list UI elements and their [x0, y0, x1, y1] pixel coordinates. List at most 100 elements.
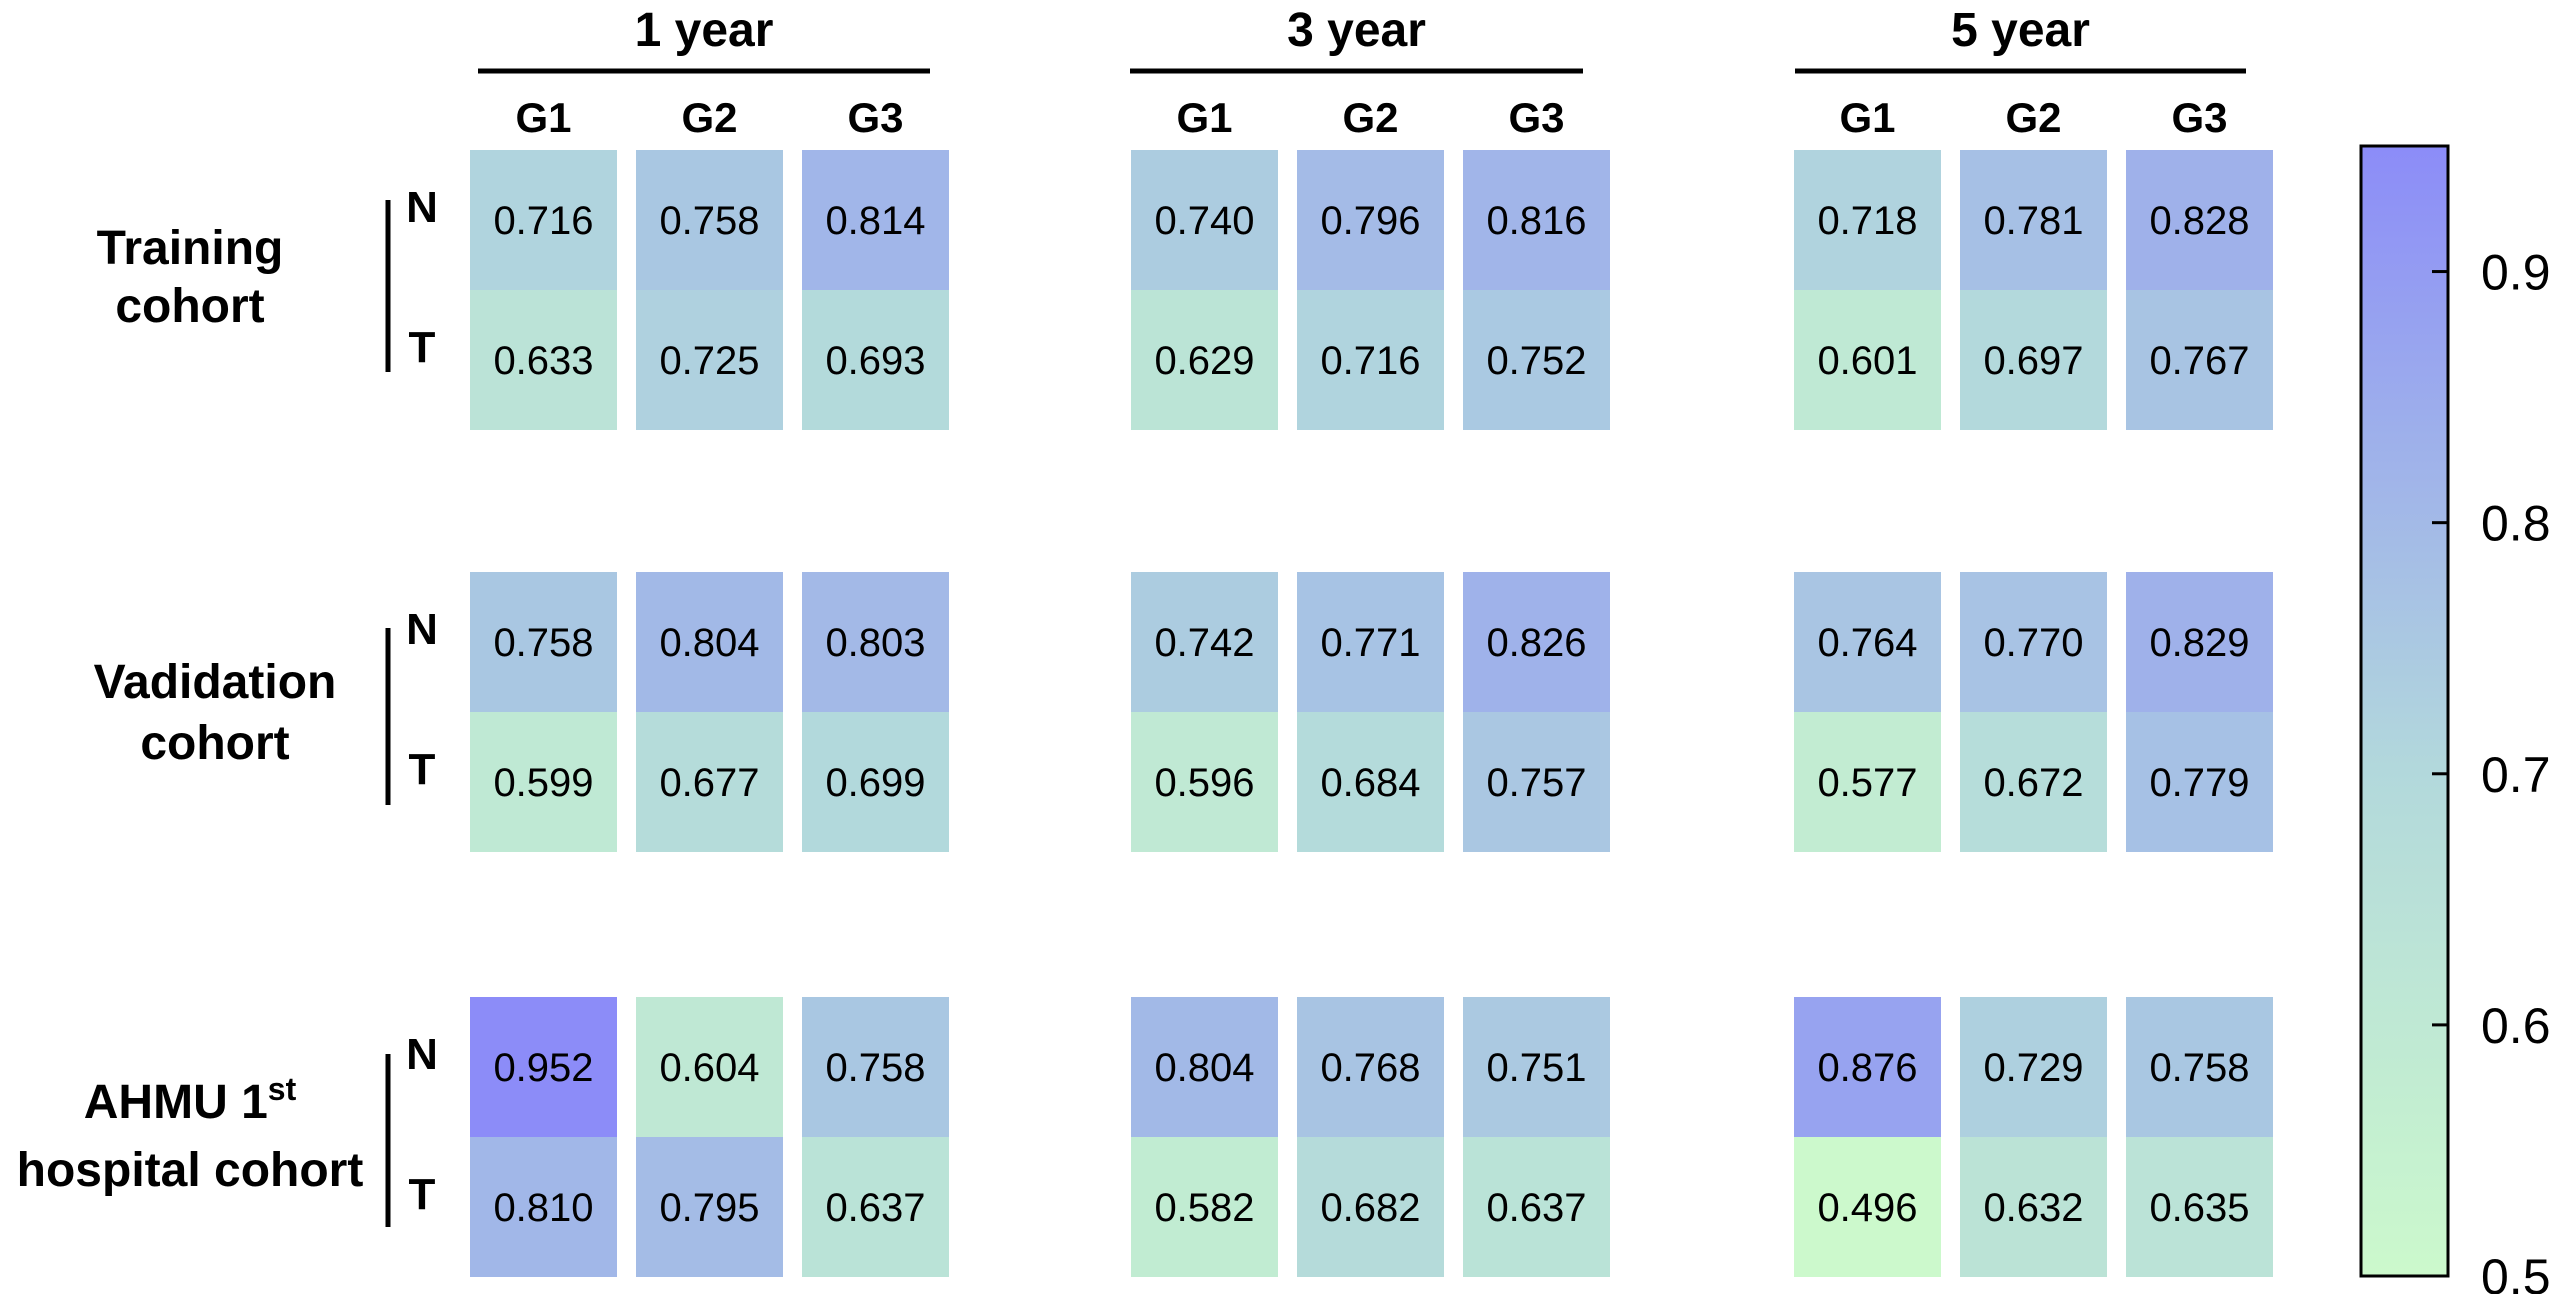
group-label: G2: [1342, 94, 1398, 141]
heatmap-cell: [1960, 712, 2107, 852]
heatmap-cell: [1794, 572, 1941, 712]
heatmap-cell: [470, 572, 617, 712]
heatmap-cell: [636, 997, 783, 1137]
cohort-label: cohort: [115, 280, 264, 333]
group-label: G3: [1508, 94, 1564, 141]
heatmap-cell: [636, 1137, 783, 1277]
cell-value: 0.632: [1983, 1186, 2083, 1230]
cell-value: 0.826: [1486, 621, 1586, 665]
cell-value: 0.682: [1320, 1186, 1420, 1230]
cohort-label: hospital cohort: [17, 1144, 364, 1197]
cell-value: 0.699: [825, 761, 925, 805]
heatmap-cell: [802, 150, 949, 290]
heatmap-cell: [1463, 712, 1610, 852]
heatmap-cell: [470, 1137, 617, 1277]
cell-value: 0.716: [1320, 339, 1420, 383]
cell-value: 0.637: [1486, 1186, 1586, 1230]
cell-value: 0.804: [659, 621, 759, 665]
row-label: N: [406, 1030, 438, 1079]
cell-value: 0.829: [2149, 621, 2249, 665]
cell-value: 0.672: [1983, 761, 2083, 805]
heatmap-cell: [1297, 572, 1444, 712]
heatmap-cell: [1131, 290, 1278, 430]
heatmap-cell: [1131, 712, 1278, 852]
row-label: T: [409, 323, 436, 372]
heatmap-cell: [2126, 712, 2273, 852]
heatmap-cell: [1463, 572, 1610, 712]
cell-value: 0.767: [2149, 339, 2249, 383]
heatmap-cell: [802, 1137, 949, 1277]
heatmap-cell: [1463, 1137, 1610, 1277]
cell-value: 0.582: [1154, 1186, 1254, 1230]
cell-value: 0.742: [1154, 621, 1254, 665]
cell-value: 0.496: [1817, 1186, 1917, 1230]
cell-value: 0.770: [1983, 621, 2083, 665]
cell-value: 0.577: [1817, 761, 1917, 805]
cell-value: 0.684: [1320, 761, 1420, 805]
heatmap-cell: [2126, 290, 2273, 430]
cell-value: 0.828: [2149, 199, 2249, 243]
heatmap-cell: [1131, 997, 1278, 1137]
heatmap-cell: [1297, 1137, 1444, 1277]
cohort-label-superscript: st: [268, 1071, 297, 1107]
cell-value: 0.599: [493, 761, 593, 805]
cell-value: 0.814: [825, 199, 925, 243]
row-label: N: [406, 605, 438, 654]
cell-value: 0.757: [1486, 761, 1586, 805]
heatmap-cell: [1463, 150, 1610, 290]
heatmap-cell: [2126, 1137, 2273, 1277]
cell-value: 0.810: [493, 1186, 593, 1230]
heatmap-cell: [636, 572, 783, 712]
colorbar-tick-label: 0.5: [2481, 1249, 2551, 1294]
cell-value: 0.952: [493, 1046, 593, 1090]
heatmap-cell: [470, 712, 617, 852]
cell-value: 0.764: [1817, 621, 1917, 665]
heatmap-cell: [1297, 150, 1444, 290]
group-label: G2: [681, 94, 737, 141]
period-title: 1 year: [635, 4, 774, 57]
colorbar: [2359, 144, 2450, 1278]
cohort-label: Training: [97, 222, 284, 275]
heatmap-cell: [802, 290, 949, 430]
cell-value: 0.718: [1817, 199, 1917, 243]
heatmap-cell: [1960, 997, 2107, 1137]
colorbar-tick-label: 0.6: [2481, 998, 2551, 1054]
colorbar-tick-label: 0.8: [2481, 496, 2551, 552]
cell-value: 0.758: [2149, 1046, 2249, 1090]
cell-value: 0.697: [1983, 339, 2083, 383]
group-label: G2: [2005, 94, 2061, 141]
heatmap-cell: [636, 150, 783, 290]
cell-value: 0.816: [1486, 199, 1586, 243]
heatmap-cell: [802, 572, 949, 712]
heatmap-cell: [1794, 997, 1941, 1137]
group-label: G3: [847, 94, 903, 141]
cell-value: 0.803: [825, 621, 925, 665]
heatmap-cell: [1794, 150, 1941, 290]
cell-value: 0.771: [1320, 621, 1420, 665]
row-label: T: [409, 745, 436, 794]
heatmap-cell: [1463, 290, 1610, 430]
heatmap-cell: [470, 290, 617, 430]
cell-value: 0.768: [1320, 1046, 1420, 1090]
heatmap-cell: [636, 712, 783, 852]
group-label: G1: [1839, 94, 1895, 141]
heatmap-cell: [1297, 290, 1444, 430]
cell-value: 0.796: [1320, 199, 1420, 243]
heatmap-cell: [1297, 712, 1444, 852]
heatmap-cell: [1131, 150, 1278, 290]
heatmap-cell: [1960, 290, 2107, 430]
cell-value: 0.779: [2149, 761, 2249, 805]
heatmap-cell: [470, 150, 617, 290]
cohort-label: cohort: [140, 717, 289, 770]
heatmap-cell: [2126, 572, 2273, 712]
group-label: G3: [2171, 94, 2227, 141]
heatmap-cell: [1794, 712, 1941, 852]
cell-value: 0.725: [659, 339, 759, 383]
cell-value: 0.637: [825, 1186, 925, 1230]
cell-value: 0.601: [1817, 339, 1917, 383]
cell-value: 0.633: [493, 339, 593, 383]
cell-value: 0.693: [825, 339, 925, 383]
cohort-label: Vadidation: [94, 656, 337, 709]
group-label: G1: [1176, 94, 1232, 141]
